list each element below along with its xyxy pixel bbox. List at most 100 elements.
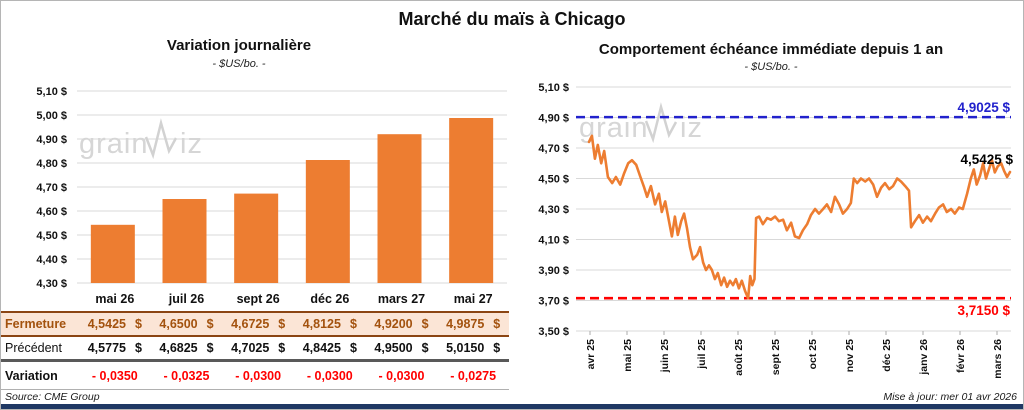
- currency-symbol: $: [134, 317, 142, 331]
- y-axis-label: 5,00 $: [36, 110, 67, 122]
- y-axis-label: 4,30 $: [538, 204, 569, 216]
- y-axis-label: 5,10 $: [538, 82, 569, 94]
- table-header-row: mai 26 juil 26 sept 26 déc 26 mars 27 mai 27: [1, 287, 509, 311]
- update-note: Mise à jour: mer 01 avr 2026: [883, 391, 1017, 403]
- bar-mai-26: [90, 224, 135, 283]
- bar-chart-subtitle: - $US/bo. -: [212, 58, 266, 70]
- bar-juil-26: [162, 199, 207, 283]
- watermark-text: iz: [680, 112, 703, 144]
- daily-variation-panel: Variation journalière - $US/bo. - 5,10 $…: [1, 1, 513, 409]
- row-label-precedent: Précédent: [5, 341, 62, 355]
- line-chart-subtitle: - $US/bo. -: [744, 61, 798, 73]
- y-axis-label: 4,50 $: [538, 174, 569, 186]
- column-header-mars-27: mars 27: [377, 292, 426, 306]
- column-header-sept-26: sept 26: [236, 292, 280, 306]
- table-cell-precedent: 4,6825 $: [159, 341, 214, 355]
- y-axis-label: 4,80 $: [36, 158, 67, 170]
- bar-déc-26: [305, 160, 350, 283]
- table-cell-fermeture: 4,6725 $: [231, 317, 286, 331]
- y-axis-label: 3,50 $: [538, 326, 569, 338]
- front-month-panel: Comportement échéance immédiate depuis 1…: [513, 1, 1023, 409]
- y-axis-label: 4,90 $: [538, 113, 569, 125]
- ref-line-label-high: 4,9025 $: [957, 100, 1010, 115]
- source-note: Source: CME Group: [5, 391, 100, 403]
- table-cell-variation: - 0,0350: [91, 368, 138, 383]
- y-axis-label: 5,10 $: [36, 86, 67, 98]
- table-cell-precedent: 4,8425 $: [302, 341, 357, 355]
- bottom-accent-bar: [1, 404, 1023, 409]
- line-chart-title: Comportement échéance immédiate depuis 1…: [598, 41, 944, 58]
- front-month-line-chart: 5,10 $ 4,90 $ 4,70 $ 4,50 $ 4,30 $ 4,10 $ 3,90…: [538, 82, 1013, 379]
- y-axis-label: 3,90 $: [538, 265, 569, 277]
- y-axis-label: 4,90 $: [36, 134, 67, 146]
- table-cell-fermeture: 4,9875 $: [446, 317, 501, 331]
- currency-symbol: $: [206, 341, 214, 355]
- watermark-logo-mark: [644, 102, 678, 144]
- x-axis-label: oct 25: [807, 339, 819, 370]
- x-axis-label: avr 25: [585, 339, 597, 370]
- watermark-text: iz: [180, 128, 203, 160]
- page-title: Marché du maïs à Chicago: [398, 9, 626, 29]
- ref-line-label-low: 3,7150 $: [957, 303, 1010, 318]
- table-cell-variation: - 0,0300: [235, 368, 282, 383]
- last-value-label: 4,5425 $: [960, 152, 1013, 167]
- currency-symbol: $: [349, 341, 357, 355]
- x-axis-label: mars 26: [992, 339, 1004, 379]
- table-cell-variation: - 0,0275: [450, 368, 497, 383]
- table-cell-precedent: 4,5775 $: [87, 341, 142, 355]
- currency-symbol: $: [493, 317, 501, 331]
- currency-symbol: $: [493, 341, 501, 355]
- table-cell-variation: - 0,0300: [306, 368, 353, 383]
- bar-mars-27: [377, 134, 422, 283]
- table-cell-variation: - 0,0300: [378, 368, 425, 383]
- table-cell-precedent: 5,0150 $: [446, 341, 501, 355]
- y-axis-label: 4,70 $: [36, 182, 67, 194]
- x-axis-label: août 25: [733, 339, 745, 376]
- bar-sept-26: [234, 193, 279, 283]
- y-axis-label: 4,40 $: [36, 254, 67, 266]
- table-row-fermeture: Fermeture 4,5425 $ 4,6500 $ 4,6725 $ 4,8125 $ 4,9…: [1, 311, 509, 337]
- row-label-fermeture: Fermeture: [5, 317, 67, 331]
- x-axis-label: janv 26: [918, 339, 930, 376]
- y-axis-label: 4,70 $: [538, 143, 569, 155]
- x-axis-label: sept 25: [770, 339, 782, 375]
- table-cell-precedent: 4,7025 $: [231, 341, 286, 355]
- bar-mai-27: [449, 118, 494, 283]
- daily-variation-bar-chart: 5,10 $ 5,00 $ 4,90 $ 4,80 $ 4,70 $ 4,60 $ 4,50…: [36, 86, 507, 290]
- y-axis-label: 4,30 $: [36, 278, 67, 290]
- x-axis-label: déc 25: [881, 339, 893, 372]
- currency-symbol: $: [278, 317, 286, 331]
- y-axis-label: 4,10 $: [538, 235, 569, 247]
- price-table: mai 26 juil 26 sept 26 déc 26 mars 27 mai 27 F…: [1, 287, 509, 390]
- table-cell-variation: - 0,0325: [163, 368, 210, 383]
- table-row-variation: Variation - 0,0350 - 0,0325 - 0,0300 - 0,030…: [1, 362, 509, 390]
- table-cell-fermeture: 4,6500 $: [159, 317, 214, 331]
- column-header-mai-27: mai 27: [453, 292, 493, 306]
- currency-symbol: $: [206, 317, 214, 331]
- price-line: [587, 134, 1012, 300]
- y-axis-label: 4,60 $: [36, 206, 67, 218]
- x-axis-label: nov 25: [844, 339, 856, 372]
- currency-symbol: $: [134, 341, 142, 355]
- currency-symbol: $: [421, 341, 429, 355]
- currency-symbol: $: [349, 317, 357, 331]
- column-header-mai-26: mai 26: [95, 292, 135, 306]
- table-cell-fermeture: 4,8125 $: [302, 317, 357, 331]
- watermark-text: grain: [79, 128, 149, 160]
- x-axis-label: mai 25: [622, 339, 634, 372]
- table-cell-fermeture: 4,9200 $: [374, 317, 429, 331]
- x-axis-label: févr 26: [955, 339, 967, 373]
- watermark-logo-mark: [144, 118, 178, 160]
- y-axis-label: 3,70 $: [538, 296, 569, 308]
- x-axis-label: juil 25: [696, 339, 708, 370]
- x-axis-label: juin 25: [659, 339, 671, 373]
- column-header-déc-26: déc 26: [310, 292, 350, 306]
- row-label-variation: Variation: [5, 368, 58, 383]
- currency-symbol: $: [278, 341, 286, 355]
- table-row-precedent: Précédent 4,5775 $ 4,6825 $ 4,7025 $ 4,8425 $ 4,9…: [1, 337, 509, 362]
- table-cell-fermeture: 4,5425 $: [87, 317, 142, 331]
- currency-symbol: $: [421, 317, 429, 331]
- table-cell-precedent: 4,9500 $: [374, 341, 429, 355]
- column-header-juil-26: juil 26: [168, 292, 205, 306]
